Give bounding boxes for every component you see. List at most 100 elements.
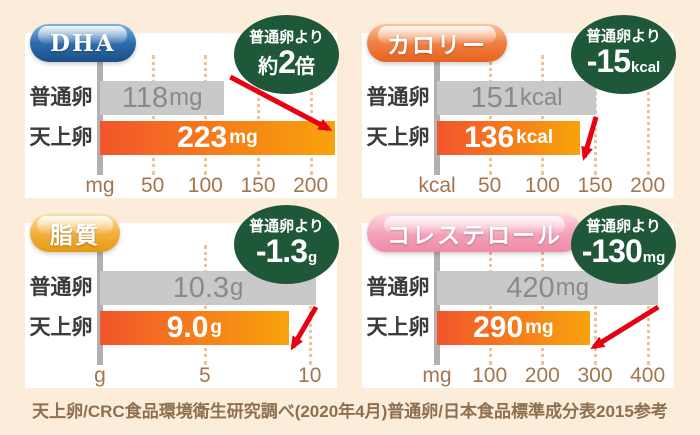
- bar-value: 9.0: [166, 311, 209, 344]
- bar-tenjo-egg: 9.0 g: [100, 311, 289, 345]
- x-axis-tick-label: 50: [140, 174, 165, 197]
- y-axis-line: [434, 55, 440, 175]
- category-label-tenjo-egg: 天上卵: [29, 126, 93, 149]
- plot-area: 50 100 150 200 kcal: [362, 33, 674, 198]
- chart-title-pill: 脂質: [30, 214, 120, 252]
- chart-title-pill: コレステロール: [367, 214, 582, 252]
- gridline: [541, 245, 545, 365]
- plot-area: 5 10 g: [25, 223, 337, 388]
- bar-value: 151: [470, 81, 519, 114]
- chart-panel-calories: 50 100 150 200 kcal 普通卵 天上卵 151 kcal 136 kcal …: [362, 15, 676, 198]
- bar-normal-egg: 151 kcal: [437, 81, 597, 115]
- bar-value: 10.3: [172, 271, 230, 304]
- gridline: [308, 245, 312, 365]
- gridline: [203, 245, 207, 365]
- category-label-tenjo-egg: 天上卵: [29, 316, 93, 339]
- gridline: [541, 55, 545, 175]
- source-note: 天上卵/CRC食品環境衛生研究調べ(2020年4月)普通卵/日本食品標準成分表2…: [32, 402, 668, 421]
- chart-panel-dha: 50 100 150 200 mg 普通卵 天上卵 118 mg 223 mg DHA 普通…: [25, 15, 339, 198]
- bar-value-unit: mg: [169, 84, 203, 111]
- category-label-normal-egg: 普通卵: [29, 276, 93, 299]
- category-label-normal-egg: 普通卵: [29, 86, 93, 109]
- gridline: [594, 55, 597, 175]
- x-axis-tick-label: 150: [240, 174, 276, 197]
- x-axis-tick-label: 10: [298, 364, 322, 387]
- bar-value-unit: mg: [229, 127, 258, 148]
- comparison-badge: 普通卵より -130 mg: [571, 205, 676, 284]
- gridline: [488, 245, 492, 365]
- y-axis-line: [97, 55, 103, 175]
- bar-value-unit: g: [210, 317, 223, 338]
- category-label-normal-egg: 普通卵: [366, 276, 430, 299]
- badge-main-text: -1.3 g: [256, 235, 317, 274]
- bar-normal-egg: 118 mg: [100, 81, 225, 115]
- x-axis-unit-label: g: [94, 364, 106, 387]
- gridline: [488, 55, 492, 175]
- x-axis-tick-label: 300: [577, 364, 613, 387]
- x-axis-tick-label: 100: [524, 174, 560, 197]
- plot-area: 100 200 300 400 mg: [362, 223, 674, 388]
- badge-top-text: 普通卵より: [249, 217, 324, 235]
- chart-title: DHA: [50, 29, 116, 57]
- bar-tenjo-egg: 136 kcal: [437, 121, 581, 155]
- x-axis-tick-label: 200: [630, 174, 666, 197]
- bar-value: 136: [464, 121, 515, 154]
- x-axis-tick-label: 400: [630, 364, 666, 387]
- chart-panel-fat: 5 10 g 普通卵 天上卵 10.3 g 9.0 g 脂質 普通卵より -1.3 g: [25, 205, 339, 388]
- category-label-tenjo-egg: 天上卵: [366, 316, 430, 339]
- badge-top-text: 普通卵より: [586, 27, 661, 45]
- badge-value: -15: [586, 42, 631, 79]
- x-axis-tick-label: 200: [524, 364, 560, 387]
- category-label-normal-egg: 普通卵: [366, 86, 430, 109]
- bar-tenjo-egg: 223 mg: [100, 121, 335, 155]
- bar-value-unit: g: [230, 274, 244, 301]
- badge-value: -130: [581, 232, 643, 269]
- badge-unit: g: [307, 248, 318, 266]
- bar-value-unit: kcal: [516, 127, 554, 148]
- x-axis-tick-label: 150: [577, 174, 613, 197]
- comparison-badge: 普通卵より -1.3 g: [234, 205, 339, 284]
- bar-value-unit: mg: [525, 317, 554, 338]
- badge-value: -1.3: [255, 232, 308, 269]
- category-label-tenjo-egg: 天上卵: [366, 126, 430, 149]
- x-axis-unit-label: mg: [85, 174, 115, 197]
- badge-value: 2: [278, 43, 296, 80]
- chart-title: コレステロール: [387, 222, 562, 249]
- badge-top-text: 普通卵より: [586, 217, 661, 235]
- x-axis-tick-label: 50: [477, 174, 502, 197]
- bar-value-unit: mg: [555, 274, 589, 301]
- bar-value: 118: [121, 81, 169, 114]
- badge-unit: mg: [642, 248, 666, 266]
- badge-unit: kcal: [631, 58, 661, 76]
- gridline: [646, 55, 650, 175]
- chart-title: カロリー: [387, 32, 487, 59]
- bar-value: 420: [506, 271, 555, 304]
- badge-main-text: -15 kcal: [587, 45, 660, 84]
- comparison-badge: 普通卵より -15 kcal: [571, 15, 676, 94]
- x-axis-tick-label: 100: [187, 174, 223, 197]
- chart-title: 脂質: [50, 222, 100, 249]
- x-axis-tick-label: 200: [293, 174, 329, 197]
- bar-value: 223: [177, 121, 228, 154]
- y-axis-line: [97, 245, 103, 365]
- badge-top-text: 普通卵より: [249, 28, 324, 46]
- badge-main-text: -130 mg: [582, 235, 666, 274]
- gridline: [151, 55, 155, 175]
- badge-unit: 倍: [294, 55, 315, 78]
- chart-title-pill: DHA: [30, 24, 136, 62]
- chart-title-pill: カロリー: [367, 24, 507, 62]
- x-axis-unit-label: kcal: [418, 174, 456, 197]
- y-axis-line: [434, 245, 440, 365]
- x-axis-unit-label: mg: [422, 364, 452, 387]
- badge-prefix: 約: [258, 55, 279, 78]
- x-axis-tick-label: 100: [472, 364, 508, 387]
- bar-value: 290: [473, 311, 524, 344]
- bar-value-unit: kcal: [519, 84, 563, 111]
- chart-panel-cholesterol: 100 200 300 400 mg 普通卵 天上卵 420 mg 290 mg コレステロ…: [362, 205, 676, 388]
- bar-normal-egg: 420 mg: [437, 271, 659, 305]
- x-axis-tick-label: 5: [199, 364, 211, 387]
- bar-tenjo-egg: 290 mg: [437, 311, 590, 345]
- gridline: [204, 55, 208, 175]
